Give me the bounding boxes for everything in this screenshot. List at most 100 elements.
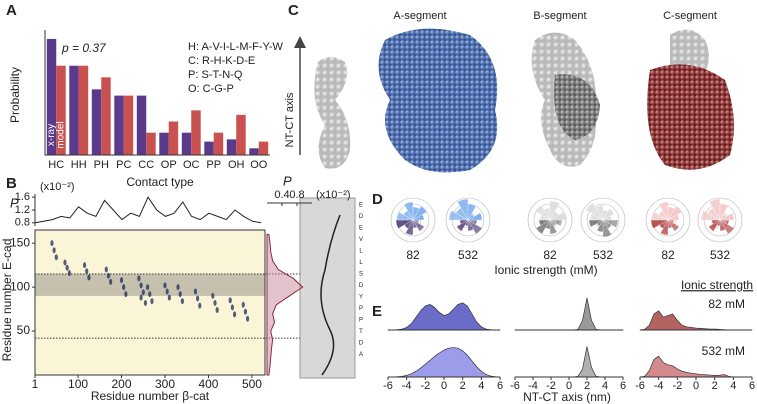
rose-petal bbox=[535, 205, 551, 221]
x-tick-label: 6 bbox=[620, 380, 626, 392]
rose-petal bbox=[719, 219, 735, 235]
point bbox=[213, 299, 217, 306]
plot-area bbox=[35, 230, 265, 375]
point bbox=[122, 284, 126, 291]
rose-label: 82 bbox=[543, 248, 557, 262]
y-tick-label: 50 bbox=[17, 323, 31, 337]
residue: S bbox=[359, 272, 363, 278]
x-tick-label: 0 bbox=[441, 380, 447, 392]
point bbox=[124, 291, 128, 298]
bar bbox=[168, 121, 179, 155]
rose-petal bbox=[708, 219, 721, 232]
point bbox=[180, 298, 184, 305]
rose-petal bbox=[602, 208, 615, 221]
point bbox=[241, 301, 245, 308]
point bbox=[52, 247, 56, 254]
rose-grid bbox=[645, 197, 691, 243]
panel-label: B bbox=[6, 175, 17, 192]
rose-label: 532 bbox=[593, 248, 613, 262]
point bbox=[146, 284, 150, 291]
x-tick-label: -6 bbox=[635, 380, 645, 392]
bar bbox=[56, 65, 66, 155]
point bbox=[193, 288, 198, 295]
bar bbox=[136, 95, 147, 155]
rose-petal bbox=[602, 219, 612, 238]
rose-petal bbox=[467, 219, 474, 232]
rose-petal bbox=[549, 219, 558, 235]
x-tick-label: PC bbox=[116, 159, 131, 171]
bar bbox=[191, 110, 201, 155]
bar bbox=[78, 65, 89, 155]
rose-petal bbox=[403, 201, 414, 221]
rose-petal bbox=[467, 212, 483, 221]
point bbox=[87, 274, 91, 281]
point bbox=[63, 259, 67, 266]
rose-petal bbox=[412, 205, 428, 221]
x-tick-label: -2 bbox=[420, 380, 430, 392]
rose-petal bbox=[719, 219, 726, 232]
point bbox=[196, 295, 200, 302]
x-tick-label: -4 bbox=[402, 380, 412, 392]
bar bbox=[226, 139, 237, 155]
x-tick-label: HH bbox=[71, 159, 87, 171]
residue: E bbox=[359, 226, 363, 232]
bar bbox=[114, 95, 124, 155]
x-tick-label: OH bbox=[228, 159, 245, 171]
x-tick-label: -4 bbox=[528, 380, 538, 392]
y-axis-label: Residue number E-cad bbox=[0, 239, 14, 362]
rose-petal bbox=[667, 219, 680, 232]
y-axis-label: Probability bbox=[8, 67, 22, 123]
x-tick-label: 500 bbox=[242, 377, 262, 391]
point bbox=[141, 289, 145, 296]
rose-grid bbox=[527, 197, 573, 243]
ensemble-a bbox=[378, 28, 498, 173]
rose-petal bbox=[405, 219, 414, 236]
x-axis-label: NT-CT axis (nm) bbox=[523, 390, 611, 404]
rose-petal bbox=[538, 219, 551, 226]
legend-text: C: R-H-K-D-E bbox=[188, 55, 255, 67]
density-area bbox=[514, 346, 624, 378]
series-label: model bbox=[56, 121, 67, 148]
rose-petal bbox=[412, 214, 425, 221]
legend-text: P: S-T-N-Q bbox=[188, 69, 243, 81]
residue: L bbox=[359, 249, 363, 255]
x-tick-label: PP bbox=[206, 159, 221, 171]
annotation: p = 0.37 bbox=[61, 41, 107, 55]
point bbox=[198, 302, 202, 309]
y-tick-label: 1.2 bbox=[15, 204, 30, 216]
point bbox=[150, 298, 154, 305]
x-tick-label: OP bbox=[161, 159, 177, 171]
bar bbox=[46, 38, 57, 155]
residue: V bbox=[359, 237, 363, 243]
rose-label: 532 bbox=[458, 248, 478, 262]
rose-label: 82 bbox=[406, 248, 420, 262]
density-area bbox=[387, 302, 501, 331]
residue: P bbox=[359, 318, 363, 324]
segment-title: A-segment bbox=[393, 10, 446, 22]
point bbox=[243, 308, 248, 315]
legend-text: H: A-V-I-L-M-F-Y-W bbox=[188, 41, 284, 53]
structure bbox=[314, 57, 351, 169]
x-tick-label: 2 bbox=[460, 380, 466, 392]
point bbox=[139, 282, 143, 289]
rose-petal bbox=[456, 219, 469, 232]
axis-label: P bbox=[283, 173, 292, 188]
x-tick-label: -2 bbox=[546, 380, 556, 392]
bar bbox=[101, 77, 111, 155]
rose-grid bbox=[580, 197, 626, 243]
x-tick-label: PH bbox=[94, 159, 109, 171]
density-area bbox=[387, 347, 501, 378]
rose-petal bbox=[588, 219, 604, 228]
rose-petal bbox=[602, 219, 619, 228]
x-tick-label: -4 bbox=[654, 380, 664, 392]
band bbox=[35, 273, 265, 296]
point bbox=[215, 306, 219, 313]
rose-petal bbox=[457, 198, 469, 221]
residue: L bbox=[359, 260, 363, 266]
x-tick-label: HC bbox=[48, 159, 64, 171]
bar bbox=[236, 114, 246, 155]
x-tick-label: 0 bbox=[693, 380, 699, 392]
x-tick-label: 200 bbox=[112, 377, 132, 391]
point bbox=[148, 291, 152, 298]
